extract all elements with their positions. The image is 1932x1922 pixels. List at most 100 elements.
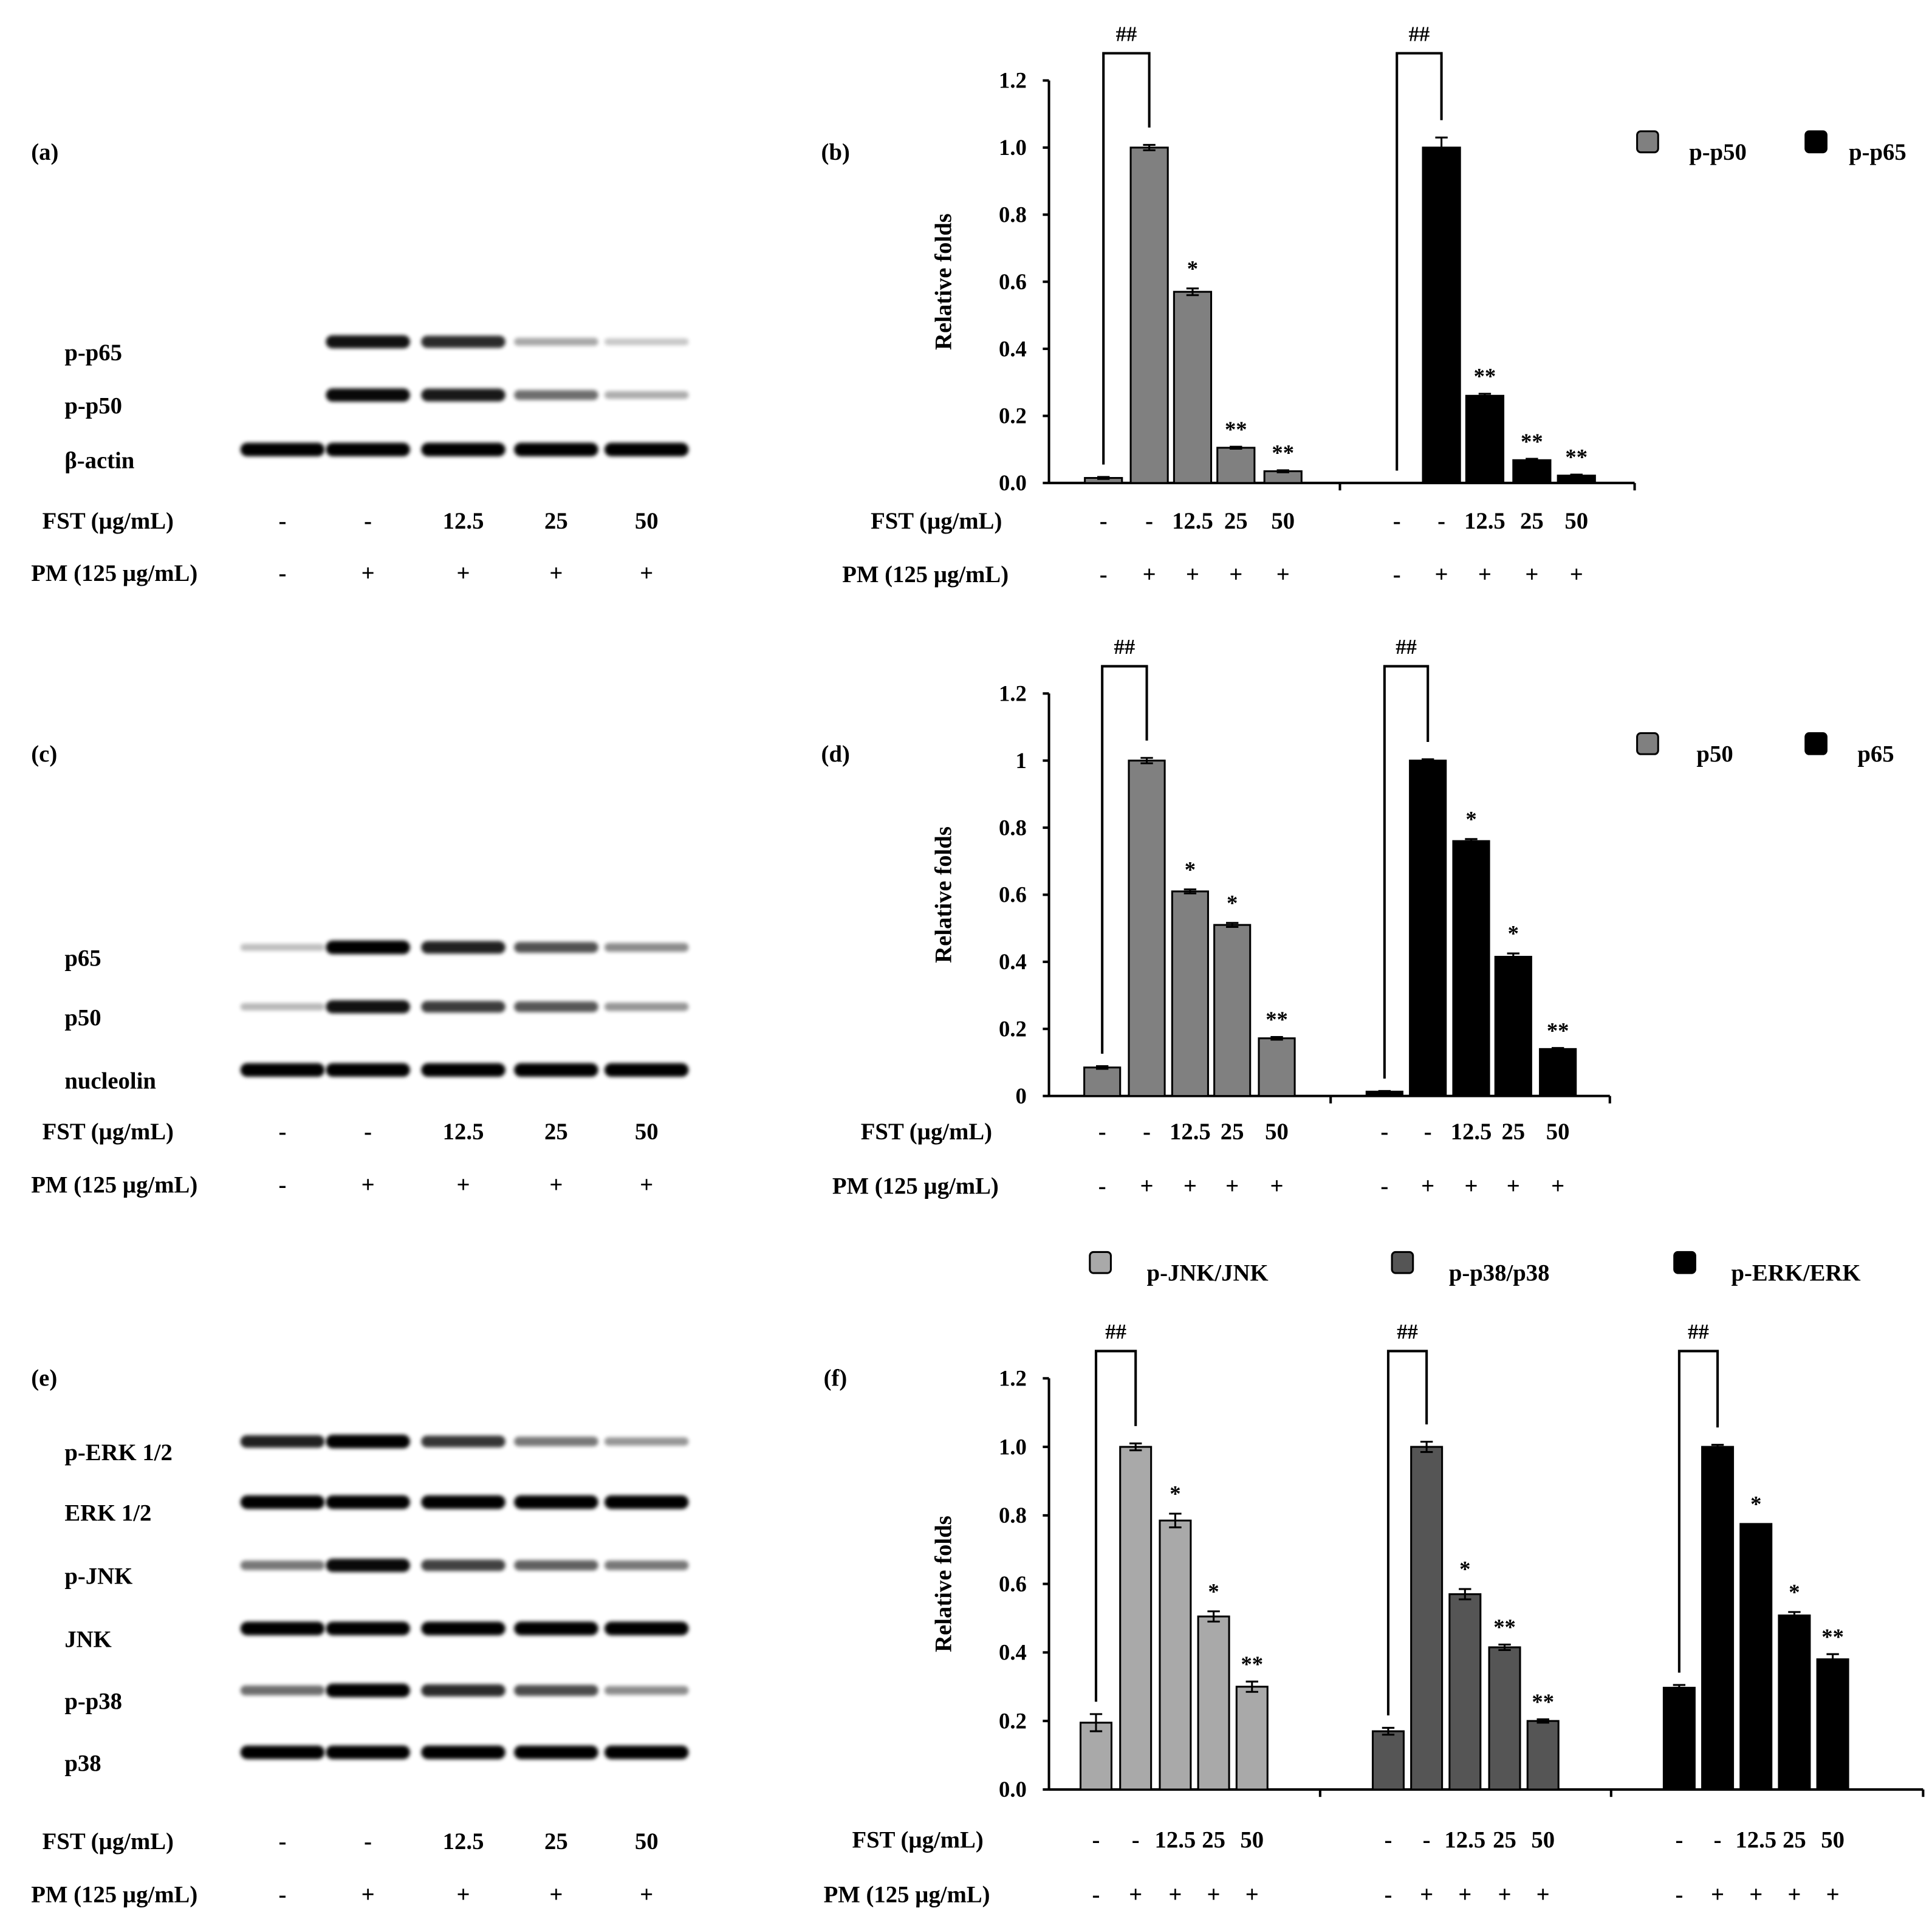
panel-label: (f) <box>824 1365 848 1392</box>
y-tick-label: 1.2 <box>999 68 1027 93</box>
blot-band <box>421 1559 505 1571</box>
pm-value: + <box>640 1172 653 1198</box>
fst-value: 12.5 <box>1170 1119 1211 1145</box>
blot-band <box>326 388 410 402</box>
legend-swatch <box>1636 130 1659 154</box>
pm-value: + <box>1498 1881 1511 1907</box>
pm-value: + <box>1435 561 1448 588</box>
significance-mark: * <box>1789 1579 1800 1604</box>
bar-p65 <box>1409 760 1447 1097</box>
panel-label-a: (a) <box>31 139 58 165</box>
fst-value: 50 <box>635 1119 659 1145</box>
pm-value: + <box>1507 1173 1520 1200</box>
fst-row-label: FST (µg/mL) <box>871 508 1002 534</box>
fst-value: 50 <box>1546 1119 1570 1145</box>
control-bracket <box>1383 665 1430 1079</box>
significance-mark: ** <box>1821 1624 1844 1649</box>
fst-value: - <box>364 508 372 534</box>
pm-value: + <box>549 560 563 586</box>
pm-row-label: PM (125 µg/mL) <box>31 1881 197 1907</box>
bar-p-p65 <box>1512 459 1552 484</box>
fst-value: - <box>364 1828 372 1855</box>
bar-p-ERK/ERK <box>1662 1686 1696 1791</box>
bar-p65 <box>1494 956 1532 1097</box>
bar-p50 <box>1171 890 1209 1097</box>
pm-value: - <box>1380 1173 1388 1200</box>
legend-swatch <box>1636 732 1659 755</box>
y-tick-label: 0.4 <box>999 1640 1027 1665</box>
fst-value: 12.5 <box>1735 1827 1776 1853</box>
blot-band <box>421 1621 505 1636</box>
blot-band <box>326 1495 410 1509</box>
blot-band <box>514 1621 598 1636</box>
y-tick-label: 1.2 <box>999 1366 1027 1391</box>
y-tick-label: 0.2 <box>999 1016 1027 1041</box>
fst-value: - <box>1092 1827 1100 1853</box>
blot-band <box>240 1063 325 1077</box>
legend-swatch <box>1804 732 1828 755</box>
fst-value: 12.5 <box>1451 1119 1492 1145</box>
blot-band <box>604 1621 689 1636</box>
bar-p-p38/p38 <box>1448 1593 1482 1791</box>
y-tick-label: 0.2 <box>999 403 1027 428</box>
significance-mark: ** <box>1547 1018 1569 1043</box>
significance-mark: ** <box>1272 441 1294 465</box>
fst-value: - <box>279 1119 287 1145</box>
significance-mark: ** <box>1225 417 1247 442</box>
bar-p-JNK/JNK <box>1079 1721 1112 1791</box>
bracket-significance: ## <box>1105 1320 1126 1344</box>
pm-row-label: PM (125 µg/mL) <box>31 1172 197 1198</box>
band-label: p-p50 <box>64 393 122 419</box>
panel-label: (d) <box>821 741 850 767</box>
fst-value: 50 <box>1531 1827 1555 1853</box>
blot-band <box>326 335 410 349</box>
bar-p-p50 <box>1173 290 1213 484</box>
blot-band <box>604 338 689 346</box>
fst-value: 25 <box>1493 1827 1516 1853</box>
blot-band <box>240 442 325 457</box>
pm-value: + <box>1245 1881 1259 1907</box>
y-tick-label: 0.2 <box>999 1708 1027 1733</box>
blot-band <box>240 1685 325 1696</box>
legend-label: p50 <box>1696 741 1733 767</box>
fst-value: 12.5 <box>1172 508 1213 534</box>
bar-p-p38/p38 <box>1371 1730 1405 1791</box>
pm-value: - <box>1393 561 1401 588</box>
blot-band <box>240 1560 325 1570</box>
fst-value: - <box>1714 1827 1722 1853</box>
fst-value: 12.5 <box>1155 1827 1196 1853</box>
significance-mark: * <box>1508 921 1519 946</box>
bar-p50 <box>1083 1066 1122 1097</box>
fst-value: - <box>1145 508 1153 534</box>
legend-swatch <box>1391 1251 1414 1274</box>
bar-p50 <box>1213 924 1252 1097</box>
y-tick-label: 0.0 <box>999 470 1027 495</box>
control-bracket <box>1102 52 1151 465</box>
significance-mark: ** <box>1241 1652 1263 1677</box>
bar-p-JNK/JNK <box>1197 1615 1230 1791</box>
bar-p-JNK/JNK <box>1159 1519 1192 1791</box>
pm-value: - <box>1098 1173 1106 1200</box>
significance-mark: ** <box>1493 1615 1516 1639</box>
blot-band <box>421 941 505 954</box>
pm-value: + <box>1225 1173 1239 1200</box>
blot-band <box>604 391 689 399</box>
fst-value: 50 <box>1271 508 1295 534</box>
fst-row-label: FST (µg/mL) <box>43 508 174 534</box>
fst-value: - <box>1423 1827 1431 1853</box>
pm-value: + <box>457 1172 470 1198</box>
blot-band <box>604 1495 689 1509</box>
legend-label: p-JNK/JNK <box>1147 1260 1269 1286</box>
significance-mark: * <box>1750 1492 1761 1517</box>
pm-value: + <box>1168 1881 1182 1907</box>
control-bracket <box>1094 1350 1137 1702</box>
fst-value: - <box>1380 1119 1388 1145</box>
significance-mark: * <box>1185 857 1196 882</box>
blot-band <box>421 1745 505 1760</box>
blot-band <box>240 1745 325 1760</box>
pm-value: + <box>1570 561 1583 588</box>
blot-band <box>514 1063 598 1077</box>
fst-value: 50 <box>1564 508 1588 534</box>
y-tick-label: 0.4 <box>999 336 1027 361</box>
